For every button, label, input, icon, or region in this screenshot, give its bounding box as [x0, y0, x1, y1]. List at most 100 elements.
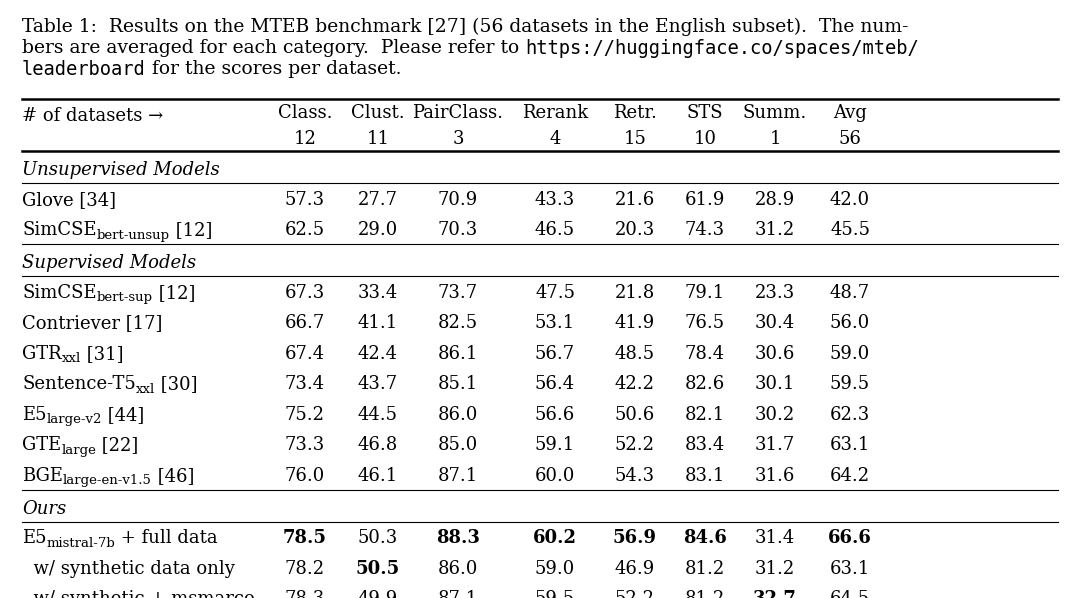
- Text: 46.5: 46.5: [535, 221, 575, 239]
- Text: 64.5: 64.5: [829, 590, 870, 598]
- Text: mistral-7b: mistral-7b: [46, 537, 116, 550]
- Text: 47.5: 47.5: [535, 284, 575, 302]
- Text: 83.4: 83.4: [685, 437, 725, 454]
- Text: 54.3: 54.3: [615, 467, 656, 485]
- Text: 59.0: 59.0: [829, 345, 870, 363]
- Text: 73.3: 73.3: [285, 437, 325, 454]
- Text: 53.1: 53.1: [535, 315, 576, 332]
- Text: 48.5: 48.5: [615, 345, 656, 363]
- Text: 70.3: 70.3: [437, 221, 478, 239]
- Text: 11: 11: [366, 130, 390, 148]
- Text: [22]: [22]: [96, 437, 138, 454]
- Text: w/ synthetic + msmarco: w/ synthetic + msmarco: [22, 590, 255, 598]
- Text: [30]: [30]: [156, 376, 198, 393]
- Text: 56.6: 56.6: [535, 406, 576, 424]
- Text: 31.7: 31.7: [755, 437, 795, 454]
- Text: 41.1: 41.1: [357, 315, 399, 332]
- Text: 33.4: 33.4: [357, 284, 399, 302]
- Text: 78.2: 78.2: [285, 560, 325, 578]
- Text: Retr.: Retr.: [613, 104, 657, 122]
- Text: 76.5: 76.5: [685, 315, 725, 332]
- Text: 56.7: 56.7: [535, 345, 575, 363]
- Text: 32.7: 32.7: [753, 590, 797, 598]
- Text: 88.3: 88.3: [436, 529, 480, 547]
- Text: 30.4: 30.4: [755, 315, 795, 332]
- Text: 86.1: 86.1: [437, 345, 478, 363]
- Text: 31.4: 31.4: [755, 529, 795, 547]
- Text: 56.0: 56.0: [829, 315, 870, 332]
- Text: 42.2: 42.2: [615, 376, 654, 393]
- Text: 56.9: 56.9: [613, 529, 657, 547]
- Text: 45.5: 45.5: [831, 221, 870, 239]
- Text: 52.2: 52.2: [615, 590, 654, 598]
- Text: 52.2: 52.2: [615, 437, 654, 454]
- Text: 74.3: 74.3: [685, 221, 725, 239]
- Text: 42.4: 42.4: [357, 345, 399, 363]
- Text: 83.1: 83.1: [685, 467, 725, 485]
- Text: 23.3: 23.3: [755, 284, 795, 302]
- Text: xxl: xxl: [62, 352, 81, 365]
- Text: 3: 3: [453, 130, 463, 148]
- Text: 43.7: 43.7: [357, 376, 399, 393]
- Text: GTE: GTE: [22, 437, 62, 454]
- Text: 81.2: 81.2: [685, 560, 725, 578]
- Text: 10: 10: [693, 130, 716, 148]
- Text: 21.6: 21.6: [615, 191, 656, 209]
- Text: xxl: xxl: [136, 383, 156, 396]
- Text: Avg: Avg: [833, 104, 867, 122]
- Text: 44.5: 44.5: [357, 406, 399, 424]
- Text: 50.6: 50.6: [615, 406, 656, 424]
- Text: 49.9: 49.9: [357, 590, 399, 598]
- Text: Class.: Class.: [278, 104, 333, 122]
- Text: [12]: [12]: [152, 284, 195, 302]
- Text: 62.3: 62.3: [829, 406, 870, 424]
- Text: 31.2: 31.2: [755, 221, 795, 239]
- Text: large-v2: large-v2: [46, 413, 102, 426]
- Text: 27.7: 27.7: [357, 191, 399, 209]
- Text: 78.3: 78.3: [285, 590, 325, 598]
- Text: 67.4: 67.4: [285, 345, 325, 363]
- Text: 30.2: 30.2: [755, 406, 795, 424]
- Text: 29.0: 29.0: [357, 221, 399, 239]
- Text: 82.5: 82.5: [437, 315, 478, 332]
- Text: E5: E5: [22, 529, 46, 547]
- Text: 50.5: 50.5: [356, 560, 400, 578]
- Text: SimCSE: SimCSE: [22, 284, 96, 302]
- Text: 30.1: 30.1: [755, 376, 795, 393]
- Text: # of datasets →: # of datasets →: [22, 107, 163, 125]
- Text: large-en-v1.5: large-en-v1.5: [63, 474, 152, 487]
- Text: 31.6: 31.6: [755, 467, 795, 485]
- Text: PairClass.: PairClass.: [413, 104, 503, 122]
- Text: 41.9: 41.9: [615, 315, 656, 332]
- Text: 67.3: 67.3: [285, 284, 325, 302]
- Text: Table 1:  Results on the MTEB benchmark [27] (56 datasets in the English subset): Table 1: Results on the MTEB benchmark […: [22, 18, 908, 36]
- Text: [31]: [31]: [81, 345, 123, 363]
- Text: 4: 4: [550, 130, 561, 148]
- Text: bert-unsup: bert-unsup: [96, 229, 170, 242]
- Text: [12]: [12]: [170, 221, 212, 239]
- Text: [44]: [44]: [102, 406, 144, 424]
- Text: 46.8: 46.8: [357, 437, 399, 454]
- Text: 81.2: 81.2: [685, 590, 725, 598]
- Text: GTR: GTR: [22, 345, 62, 363]
- Text: 63.1: 63.1: [829, 560, 870, 578]
- Text: 12: 12: [294, 130, 316, 148]
- Text: 50.3: 50.3: [357, 529, 399, 547]
- Text: 56: 56: [838, 130, 862, 148]
- Text: 59.0: 59.0: [535, 560, 576, 578]
- Text: 31.2: 31.2: [755, 560, 795, 578]
- Text: 60.0: 60.0: [535, 467, 576, 485]
- Text: E5: E5: [22, 406, 46, 424]
- Text: 21.8: 21.8: [615, 284, 656, 302]
- Text: + full data: + full data: [116, 529, 218, 547]
- Text: SimCSE: SimCSE: [22, 221, 96, 239]
- Text: 79.1: 79.1: [685, 284, 725, 302]
- Text: Rerank: Rerank: [522, 104, 589, 122]
- Text: 48.7: 48.7: [829, 284, 870, 302]
- Text: 66.6: 66.6: [828, 529, 872, 547]
- Text: w/ synthetic data only: w/ synthetic data only: [22, 560, 234, 578]
- Text: 28.9: 28.9: [755, 191, 795, 209]
- Text: 59.1: 59.1: [535, 437, 576, 454]
- Text: 20.3: 20.3: [615, 221, 656, 239]
- Text: STS: STS: [687, 104, 724, 122]
